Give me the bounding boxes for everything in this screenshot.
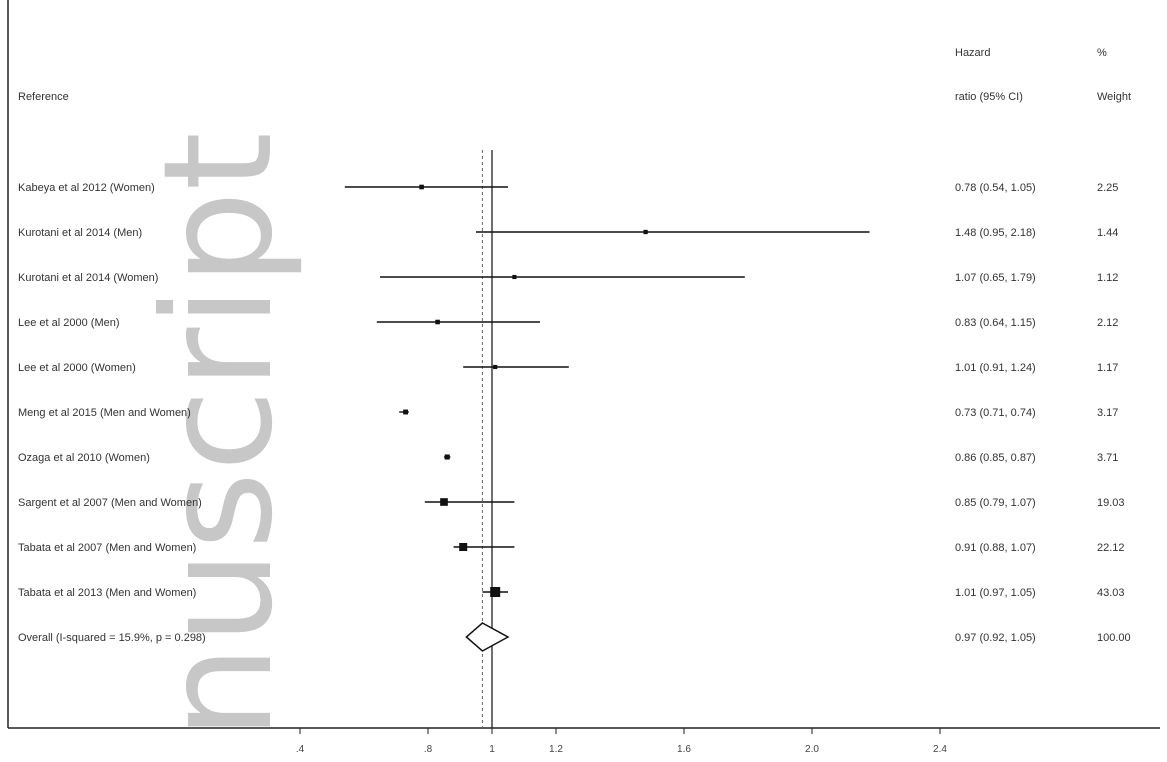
overall-weight-value: 100.00 — [1097, 632, 1131, 644]
plot-area: Kabeya et al 2012 (Women) 0.78 (0.54, 1.0… — [18, 150, 1131, 755]
weight-value: 22.12 — [1097, 542, 1125, 554]
ci-value: 0.83 (0.64, 1.15) — [955, 317, 1036, 329]
header-weight-line1: % — [1097, 47, 1107, 59]
ci-value: 0.73 (0.71, 0.74) — [955, 407, 1036, 419]
header-study: Reference — [18, 91, 69, 103]
header-hr-line2: ratio (95% CI) — [955, 91, 1023, 103]
weight-value: 19.03 — [1097, 497, 1125, 509]
header-hr-line1: Hazard — [955, 47, 990, 59]
point-estimate — [440, 498, 448, 506]
study-label: Sargent et al 2007 (Men and Women) — [18, 497, 202, 509]
ci-value: 0.78 (0.54, 1.05) — [955, 182, 1036, 194]
x-tick-label: .4 — [296, 744, 305, 755]
point-estimate — [643, 229, 648, 235]
weight-value: 3.71 — [1097, 452, 1118, 464]
weight-value: 3.17 — [1097, 407, 1118, 419]
point-estimate — [459, 542, 468, 552]
point-estimate — [444, 454, 450, 460]
overall-ci-value: 0.97 (0.92, 1.05) — [955, 632, 1036, 644]
weight-value: 2.25 — [1097, 182, 1118, 194]
study-label: Kabeya et al 2012 (Women) — [18, 182, 155, 194]
watermark-text: nuscript — [132, 132, 306, 740]
x-tick-label: 2.4 — [933, 744, 947, 755]
study-label: Tabata et al 2013 (Men and Women) — [18, 587, 196, 599]
weight-value: 1.12 — [1097, 272, 1118, 284]
point-estimate — [403, 409, 409, 415]
study-label: Tabata et al 2007 (Men and Women) — [18, 542, 196, 554]
point-estimate — [490, 587, 501, 597]
ci-value: 1.01 (0.97, 1.05) — [955, 587, 1036, 599]
study-label: Meng et al 2015 (Men and Women) — [18, 407, 191, 419]
ci-value: 1.48 (0.95, 2.18) — [955, 227, 1036, 239]
x-tick-label: 1.6 — [677, 744, 691, 755]
x-tick-label: 1.2 — [549, 744, 563, 755]
point-estimate — [512, 274, 517, 280]
study-label: Ozaga et al 2010 (Women) — [18, 452, 150, 464]
overall-diamond — [465, 622, 510, 652]
ci-value: 0.91 (0.88, 1.07) — [955, 542, 1036, 554]
x-tick-label: .8 — [424, 744, 433, 755]
point-estimate — [419, 184, 424, 190]
weight-value: 1.17 — [1097, 362, 1118, 374]
weight-value: 2.12 — [1097, 317, 1118, 329]
overall-label: Overall (I-squared = 15.9%, p = 0.298) — [18, 632, 206, 644]
study-label: Lee et al 2000 (Women) — [18, 362, 136, 374]
point-estimate — [493, 364, 498, 370]
point-estimate — [435, 319, 440, 325]
weight-value: 1.44 — [1097, 227, 1118, 239]
ci-value: 1.07 (0.65, 1.79) — [955, 272, 1036, 284]
x-tick-label: 1 — [489, 744, 495, 755]
x-tick-label: 2.0 — [805, 744, 819, 755]
ci-value: 0.86 (0.85, 0.87) — [955, 452, 1036, 464]
weight-value: 43.03 — [1097, 587, 1125, 599]
study-label: Kurotani et al 2014 (Men) — [18, 227, 142, 239]
ci-value: 0.85 (0.79, 1.07) — [955, 497, 1036, 509]
header-weight-line2: Weight — [1097, 91, 1131, 103]
study-label: Lee et al 2000 (Men) — [18, 317, 120, 329]
study-label: Kurotani et al 2014 (Women) — [18, 272, 158, 284]
ci-value: 1.01 (0.91, 1.24) — [955, 362, 1036, 374]
